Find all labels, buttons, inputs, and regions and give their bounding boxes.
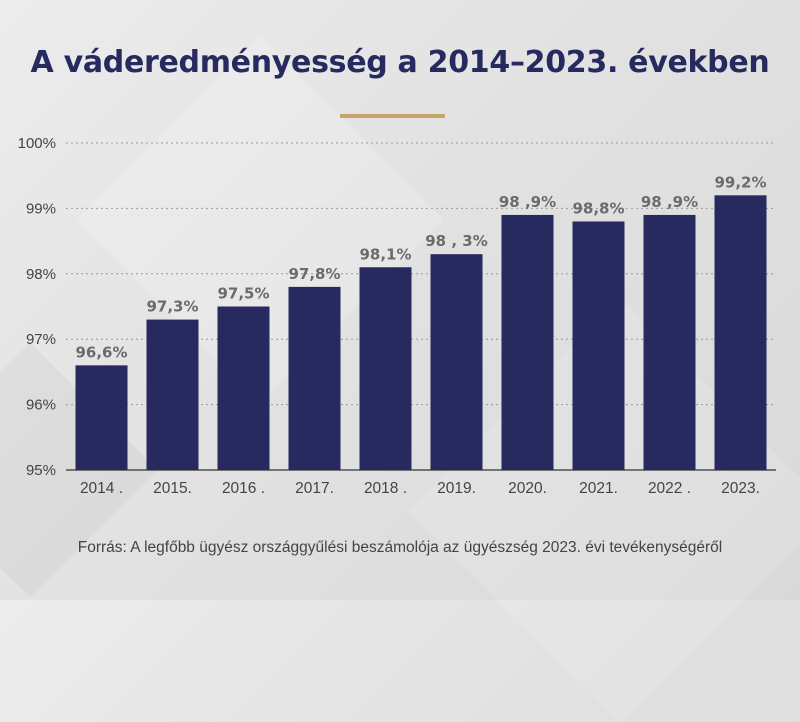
y-tick-label: 97%	[26, 331, 56, 348]
x-tick-label: 2021.	[579, 480, 618, 497]
bar	[359, 267, 412, 470]
x-tick-label: 2023.	[721, 480, 760, 497]
bar-chart: 95% 96% 97% 98% 99% 100% 96,6% 2014 . 97,3% 2015.…	[18, 135, 776, 497]
data-label: 97,5%	[217, 285, 269, 303]
x-tick-label: 2015.	[153, 480, 192, 497]
bar	[430, 254, 483, 470]
data-label: 99,2%	[714, 173, 766, 191]
x-tick-label: 2016 .	[222, 480, 265, 497]
title-underline	[340, 114, 445, 118]
bar	[572, 221, 625, 470]
y-tick-label: 96%	[26, 397, 56, 414]
data-label: 98,8%	[572, 199, 624, 217]
source-note: Forrás: A legfőbb ügyész országgyűlési b…	[77, 539, 723, 556]
y-tick-label: 100%	[18, 135, 56, 152]
data-label: 97,8%	[288, 265, 340, 283]
bar	[501, 214, 554, 470]
y-tick-label: 99%	[26, 200, 56, 217]
bar	[643, 214, 696, 470]
x-tick-label: 2014 .	[80, 480, 123, 497]
x-tick-label: 2019.	[437, 480, 476, 497]
bar	[146, 319, 199, 470]
chart-title: A váderedményesség a 2014–2023. években	[30, 45, 770, 80]
x-tick-label: 2017.	[295, 480, 334, 497]
data-label: 97,3%	[146, 298, 198, 316]
x-tick-label: 2022 .	[648, 480, 691, 497]
bar	[217, 306, 270, 470]
x-tick-label: 2018 .	[364, 480, 407, 497]
bar	[714, 195, 767, 470]
data-label: 98 ,9%	[641, 193, 698, 211]
bar	[288, 286, 341, 470]
x-tick-label: 2020.	[508, 480, 547, 497]
y-tick-label: 95%	[26, 462, 56, 479]
data-label: 98 ,9%	[499, 193, 556, 211]
data-label: 98 , 3%	[425, 232, 487, 250]
bar	[75, 365, 128, 470]
data-label: 98,1%	[359, 245, 411, 263]
y-tick-label: 98%	[26, 266, 56, 283]
data-label: 96,6%	[75, 343, 127, 361]
